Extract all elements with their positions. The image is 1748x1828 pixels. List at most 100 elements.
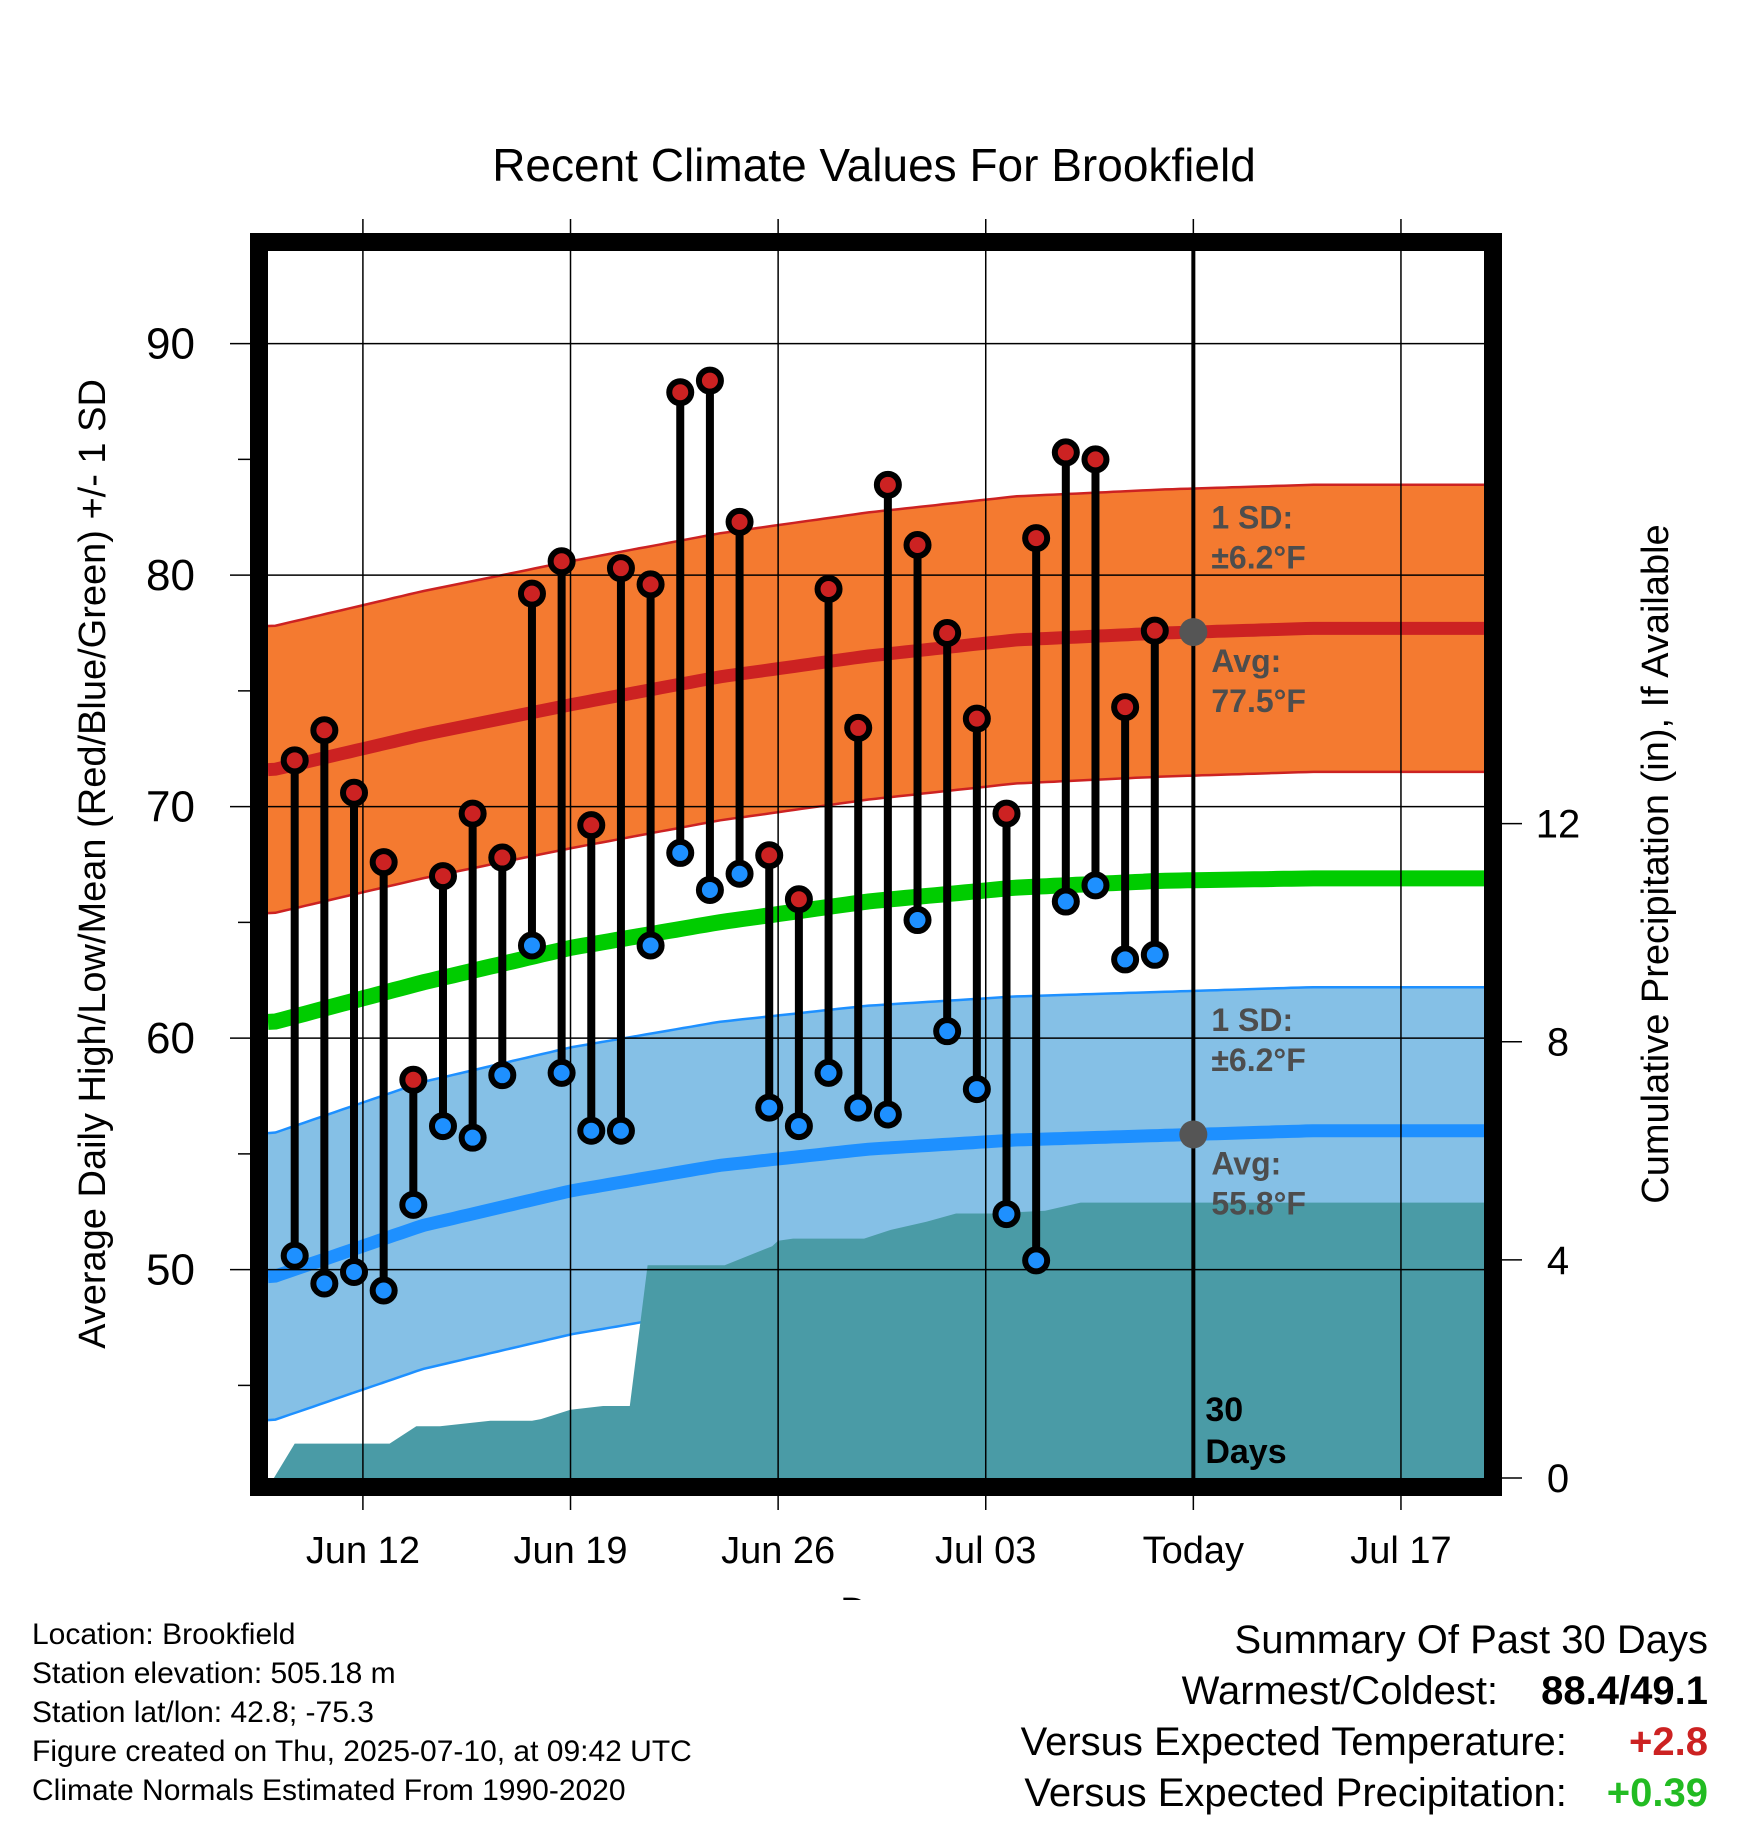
daily-high-point (814, 575, 843, 604)
elevation-text: Station elevation: 505.18 m (32, 1657, 396, 1690)
climate-chart: Recent Climate Values For Brookfield 1 SD… (72, 139, 1677, 1600)
precip-departure-label: Versus Expected Precipitation: (1024, 1771, 1567, 1815)
daily-high-point (577, 811, 606, 840)
y2-tick-label: 4 (1547, 1239, 1569, 1283)
daily-low-point (310, 1269, 339, 1298)
daily-low-point (666, 838, 695, 867)
daily-high-point (340, 778, 369, 807)
annotation-high-avg-line2: 77.5°F (1211, 683, 1306, 719)
daily-low-point (844, 1093, 873, 1122)
daily-high-point (606, 554, 635, 583)
high-avg-line (268, 621, 1484, 777)
today-low-avg-marker (1179, 1120, 1208, 1149)
daily-low-point (488, 1061, 517, 1090)
low-sd-band (268, 987, 1484, 1421)
daily-high-point (547, 547, 576, 576)
warmest-coldest-value: 88.4/49.1 (1541, 1669, 1708, 1713)
daily-high-point (369, 848, 398, 877)
daily-low-point (428, 1112, 457, 1141)
x-tick-label: Jun 26 (721, 1530, 835, 1572)
daily-high-point (1111, 693, 1140, 722)
latlon-text: Station lat/lon: 42.8; -75.3 (32, 1696, 374, 1729)
daily-high-point (903, 531, 932, 560)
daily-low-point (280, 1241, 309, 1270)
daily-high-point (725, 507, 754, 536)
daily-high-point (399, 1065, 428, 1094)
x-tick-label: Today (1143, 1530, 1244, 1572)
daily-low-point (1051, 887, 1080, 916)
daily-high-point (873, 470, 902, 499)
daily-high-point (636, 570, 665, 599)
chart-title: Recent Climate Values For Brookfield (492, 139, 1256, 191)
x-tick-label: Jun 19 (513, 1530, 627, 1572)
daily-low-point (1081, 871, 1110, 900)
daily-low-point (577, 1116, 606, 1145)
temp-departure-label: Versus Expected Temperature: (1020, 1720, 1567, 1764)
daily-low-point (606, 1116, 635, 1145)
daily-low-point (458, 1123, 487, 1152)
annotation-low-avg-line2: 55.8°F (1211, 1185, 1306, 1221)
daily-low-point (725, 859, 754, 888)
y-tick-label: 70 (146, 783, 195, 832)
daily-high-point (1081, 445, 1110, 474)
daily-low-point (399, 1190, 428, 1219)
annotation-low-band-line1: 1 SD: (1211, 1002, 1293, 1038)
today-days-count: 30 (1205, 1391, 1243, 1429)
daily-high-point (458, 799, 487, 828)
daily-high-point (962, 704, 991, 733)
y2-tick-label: 12 (1536, 803, 1581, 847)
low-avg-line (268, 1124, 1484, 1284)
daily-high-point (933, 618, 962, 647)
y-tick-label: 50 (146, 1246, 195, 1295)
daily-high-point (280, 746, 309, 775)
x-axis-label: Day (840, 1591, 908, 1600)
daily-low-point (636, 931, 665, 960)
normals-text: Climate Normals Estimated From 1990-2020 (32, 1774, 626, 1807)
precip-departure-row: Versus Expected Precipitation: +0.39 (1021, 1768, 1708, 1819)
daily-low-point (695, 875, 724, 904)
temp-departure-row: Versus Expected Temperature: +2.8 (1021, 1717, 1708, 1768)
plot-frame (250, 233, 1502, 1496)
y-tick-label: 60 (146, 1014, 195, 1063)
y2-tick-label: 8 (1547, 1021, 1569, 1065)
today-days-unit: Days (1205, 1433, 1286, 1471)
daily-low-point (933, 1017, 962, 1046)
y2-axis-label: Cumulative Precipitation (in), If Availa… (1635, 524, 1677, 1203)
daily-high-point (1051, 438, 1080, 467)
location-text: Location: Brookfield (32, 1618, 296, 1651)
summary-heading: Summary Of Past 30 Days (1234, 1618, 1708, 1662)
precip-area (273, 1202, 1484, 1478)
high-band-upper-edge (268, 483, 1484, 628)
daily-high-point (666, 378, 695, 407)
annotation-low-avg-line1: Avg: (1211, 1145, 1281, 1181)
annotation-high-band-line1: 1 SD: (1211, 500, 1293, 536)
plot-area (268, 251, 1484, 1478)
annotation-low-band-line2: ±6.2°F (1211, 1042, 1305, 1078)
daily-high-point (428, 862, 457, 891)
daily-low-point (784, 1112, 813, 1141)
daily-high-point (695, 366, 724, 395)
x-tick-label: Jul 03 (935, 1530, 1036, 1572)
daily-low-point (369, 1276, 398, 1305)
y-axis-label: Average Daily High/Low/Mean (Red/Blue/Gr… (72, 379, 114, 1349)
today-high-avg-marker (1179, 618, 1208, 647)
daily-high-point (1140, 616, 1169, 645)
y-tick-label: 90 (146, 320, 195, 369)
y2-tick-label: 0 (1547, 1457, 1569, 1501)
daily-high-point (517, 579, 546, 608)
daily-high-point (310, 716, 339, 745)
warmest-coldest-label: Warmest/Coldest: (1181, 1669, 1499, 1713)
daily-low-point (962, 1075, 991, 1104)
daily-low-point (517, 931, 546, 960)
daily-low-point (873, 1100, 902, 1129)
daily-high-point (488, 843, 517, 872)
station-info: Location: Brookfield Station elevation: … (32, 1615, 692, 1810)
created-text: Figure created on Thu, 2025-07-10, at 09… (32, 1735, 692, 1768)
y-tick-label: 80 (146, 551, 195, 600)
x-tick-label: Jun 12 (306, 1530, 420, 1572)
daily-low-point (1022, 1246, 1051, 1275)
daily-high-point (784, 885, 813, 914)
daily-low-point (1140, 940, 1169, 969)
daily-low-point (340, 1257, 369, 1286)
daily-high-point (1022, 524, 1051, 553)
